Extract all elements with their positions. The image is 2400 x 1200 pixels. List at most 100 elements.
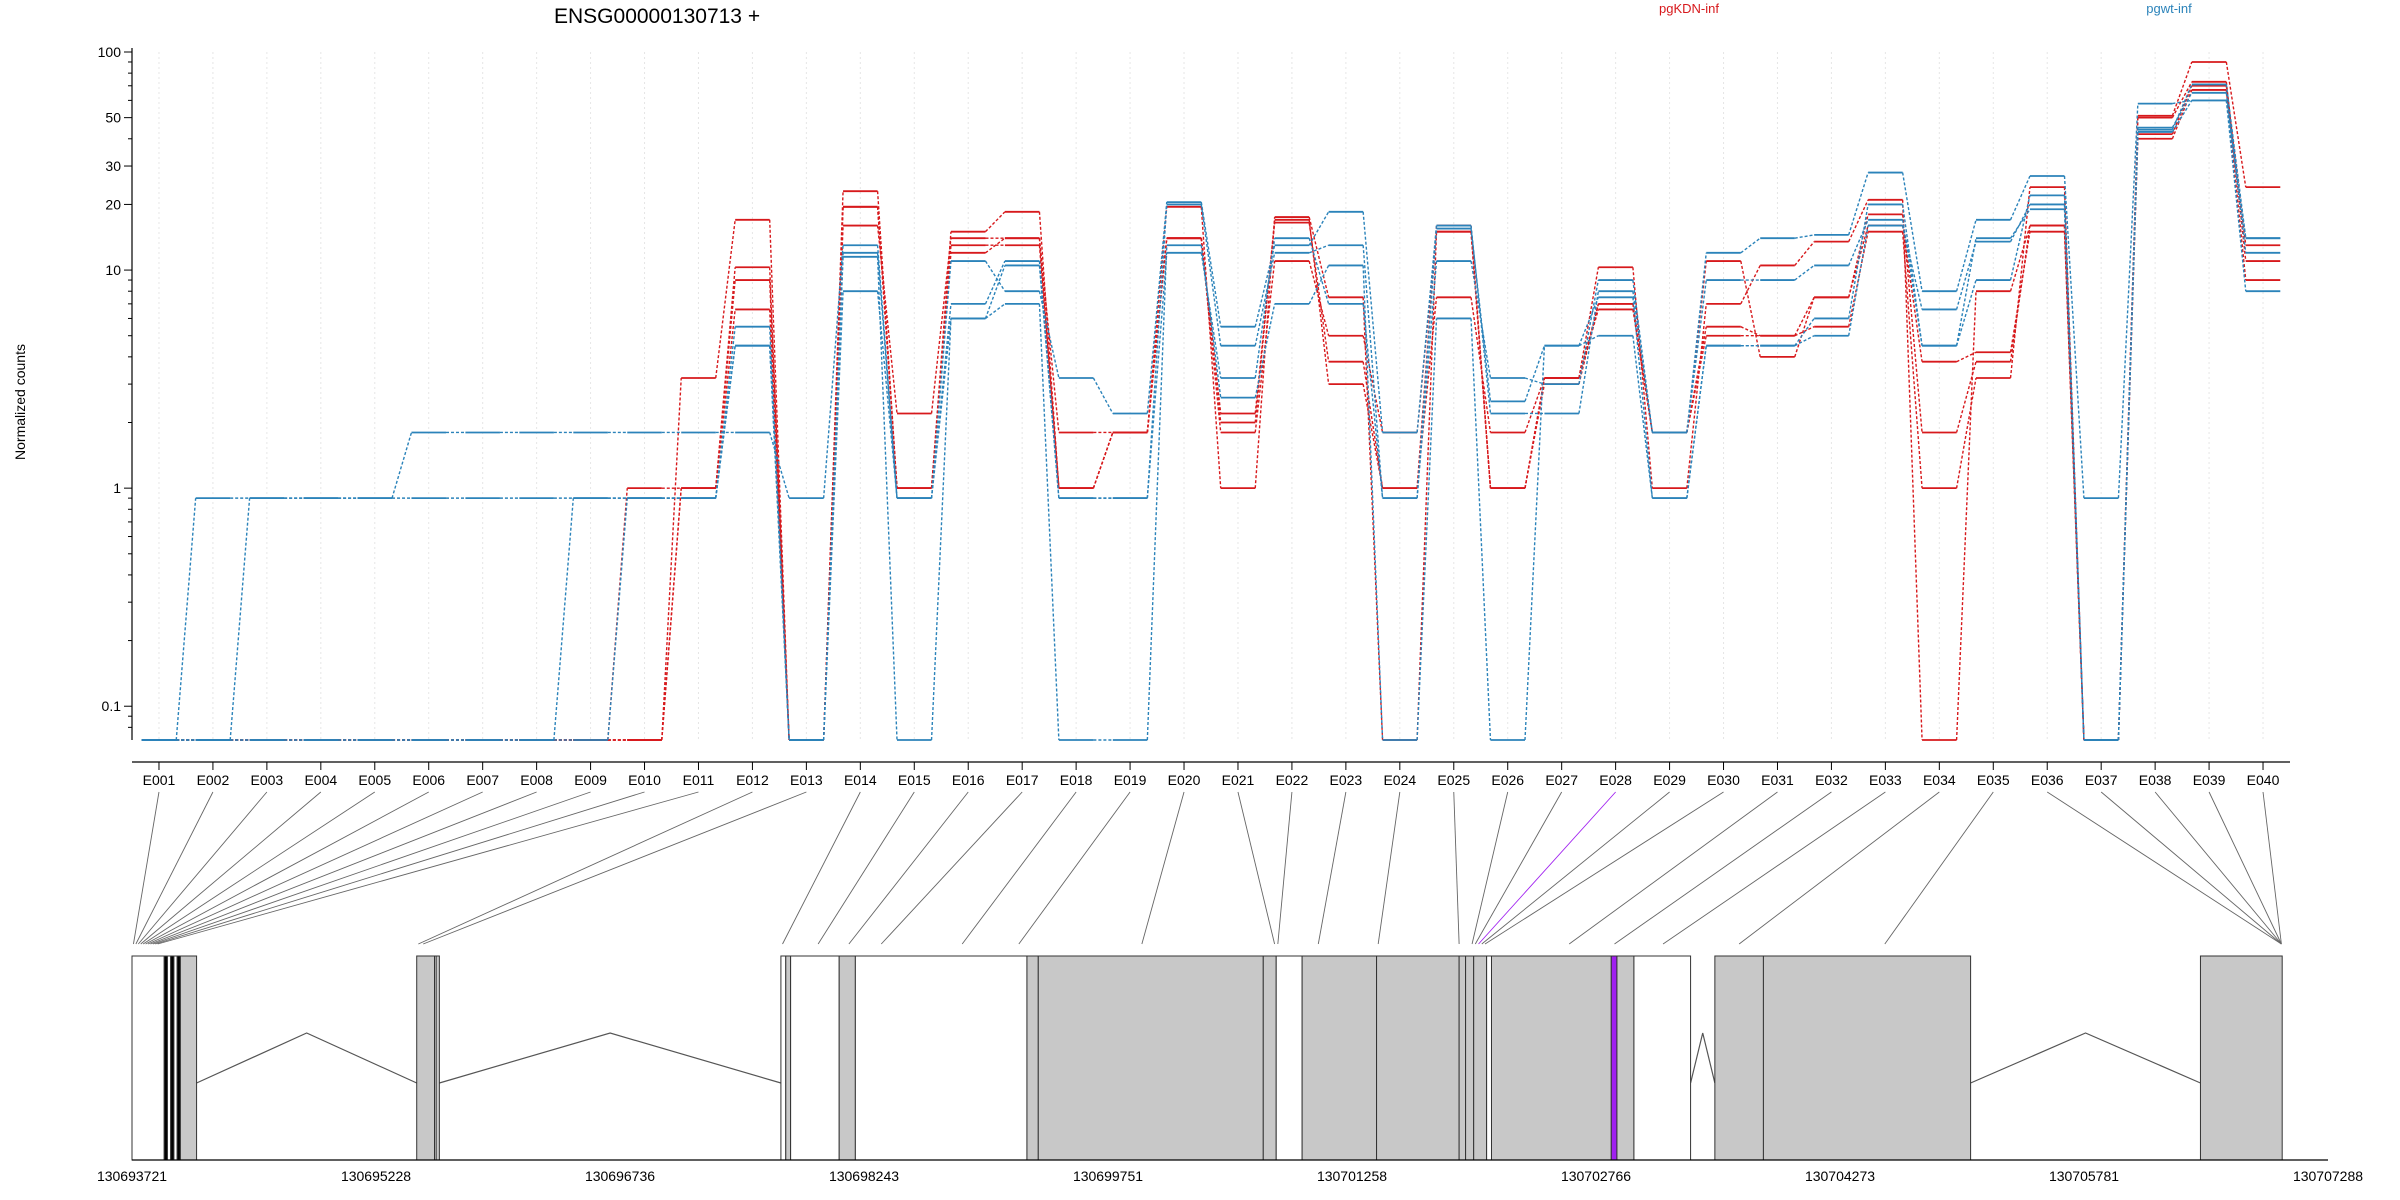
series-connector	[1740, 326, 1761, 337]
exon-block	[1262, 955, 1277, 1161]
gene-model: 130693721 130695228 130696736 130698243 1306…	[97, 955, 2363, 1184]
x-tick-label: E020	[1168, 772, 1201, 788]
series-connector	[1470, 231, 1492, 489]
genomic-coordinate-label: 130702766	[1561, 1168, 1631, 1184]
series-connector	[1632, 267, 1654, 489]
series-connector	[1901, 225, 1923, 310]
series-connector	[2225, 100, 2247, 292]
x-tick-label: E023	[1330, 772, 1363, 788]
series-connector	[1416, 225, 1438, 433]
series-connector	[1470, 228, 1492, 402]
series-connector	[985, 303, 1006, 320]
series-connector	[822, 245, 844, 499]
series-connector	[2009, 225, 2031, 362]
exon-block	[416, 955, 436, 1161]
exon-connector-line	[1738, 791, 1940, 945]
series-connector	[1794, 241, 1815, 266]
series-connector	[1901, 199, 1923, 741]
exon-block	[1762, 955, 1972, 1161]
series-connector	[930, 303, 952, 499]
x-tick-label: E028	[1599, 772, 1632, 788]
series-connector	[930, 318, 952, 499]
series-connector	[1578, 291, 1600, 414]
series-connector	[1955, 361, 1977, 433]
x-tick-label: E022	[1276, 772, 1309, 788]
exon-block	[1616, 955, 1635, 1161]
exon-block	[1633, 955, 1692, 1161]
series-connector	[2063, 175, 2085, 499]
genomic-coordinate-label: 130699751	[1073, 1168, 1143, 1184]
series-connector	[1740, 260, 1761, 357]
series-connector	[768, 267, 790, 741]
series-connector	[1470, 297, 1492, 433]
series-connector	[1794, 264, 1815, 281]
exon-connector-line	[1474, 791, 1563, 945]
exon-connector-line	[1614, 791, 1832, 945]
series-connector	[1200, 238, 1222, 414]
exon-connector-line	[2208, 791, 2282, 945]
series-connector	[1901, 231, 1923, 489]
series-connector	[984, 265, 1006, 319]
series-connector	[2171, 100, 2193, 133]
series-connector	[1254, 252, 1276, 346]
series-connector	[2063, 209, 2085, 741]
y-tick-label: 50	[105, 110, 121, 126]
series-connector	[1146, 204, 1168, 499]
series-connector	[1092, 432, 1114, 489]
series-connector	[1200, 204, 1222, 346]
series-connector	[876, 256, 898, 741]
x-tick-label: E013	[790, 772, 823, 788]
intron-line	[1689, 1032, 1716, 1084]
series-connector	[1578, 303, 1600, 379]
series-connector	[1578, 335, 1599, 347]
exon-connectors	[133, 791, 2282, 945]
series-connector	[1308, 222, 1330, 362]
genomic-coordinate-label: 130693721	[97, 1168, 167, 1184]
genomic-coordinate-label: 130701258	[1317, 1168, 1387, 1184]
series-connector	[2009, 208, 2031, 239]
series-lines	[141, 61, 2281, 741]
x-tick-label: E003	[251, 772, 284, 788]
x-tick-label: E024	[1383, 772, 1416, 788]
exon-connector-line	[817, 791, 915, 945]
exon-connector-line	[2262, 791, 2282, 945]
series-connector	[2172, 99, 2192, 105]
series-connector	[1578, 297, 1600, 346]
exon-block	[785, 955, 792, 1161]
y-tick-label: 100	[98, 44, 122, 60]
series-connector	[2009, 225, 2031, 292]
x-tick-label: E040	[2247, 772, 2280, 788]
series-connector	[661, 377, 682, 741]
x-tick-label: E016	[952, 772, 985, 788]
y-axis-label: Normalized counts	[12, 344, 28, 460]
series-connector	[1632, 303, 1654, 433]
series-connector	[985, 237, 1006, 254]
series-connector	[1416, 318, 1438, 741]
series-connector	[1308, 219, 1330, 385]
series-connector	[1470, 225, 1492, 414]
exon-block	[179, 955, 198, 1161]
series-connector	[2225, 61, 2247, 188]
exon-gridlines	[158, 52, 2264, 740]
series-connector	[1524, 377, 1545, 385]
exon-block	[435, 955, 440, 1161]
series-connector	[715, 345, 736, 499]
series-connector	[2171, 89, 2193, 140]
series-connector	[1794, 234, 1815, 239]
series-connector	[2009, 204, 2031, 242]
series-connector	[1794, 335, 1815, 347]
x-tick-label: E001	[143, 772, 176, 788]
x-tick-label: E010	[628, 772, 661, 788]
series-line	[141, 83, 2281, 741]
series-connector	[2117, 103, 2139, 499]
series-connector	[822, 252, 844, 741]
exon-block	[131, 955, 165, 1161]
series-connector	[1686, 303, 1707, 489]
series-connector	[1955, 291, 1977, 741]
x-tick-label: E004	[304, 772, 337, 788]
series-line	[141, 91, 2281, 741]
series-connector	[607, 498, 628, 741]
exon-block	[1473, 955, 1488, 1161]
x-tick-label: E033	[1869, 772, 1902, 788]
